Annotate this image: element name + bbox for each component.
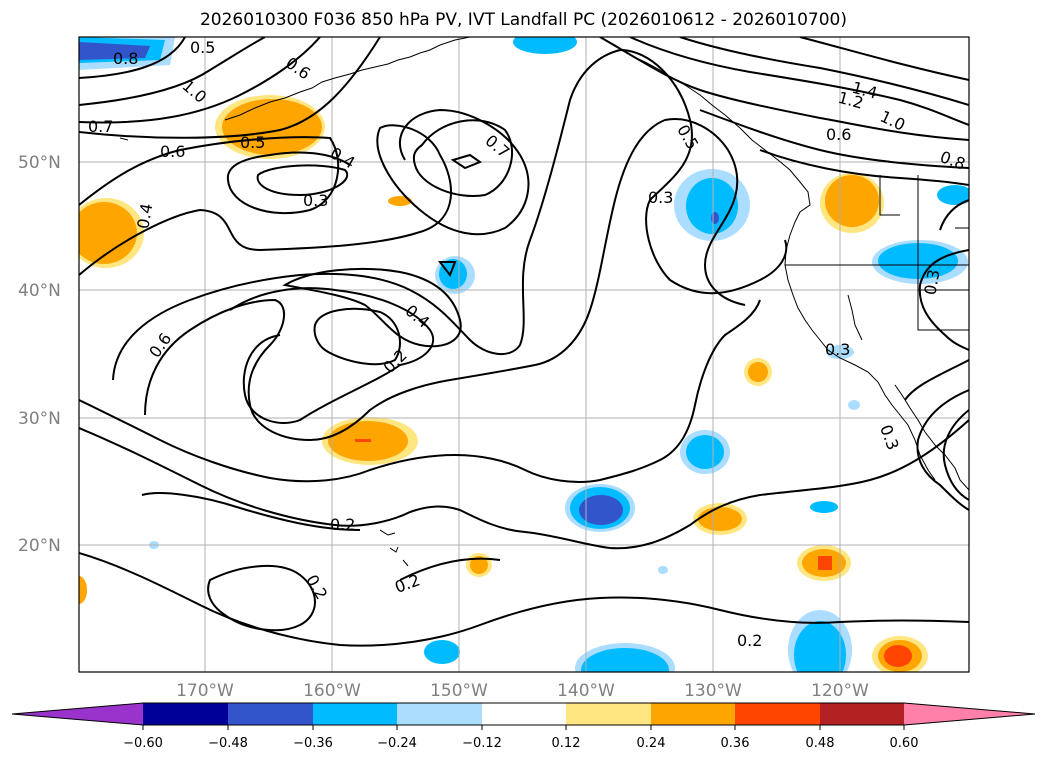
colorbar-tick-label: 0.48 [806, 736, 835, 751]
colorbar-tick-label: −0.48 [208, 736, 248, 751]
lat-label: 20°N [18, 536, 61, 556]
map-title: 2026010300 F036 850 hPa PV, IVT Landfall… [199, 10, 847, 30]
contour-label: 0.5 [673, 121, 702, 153]
contour-label: 0.3 [648, 188, 673, 207]
contour-label: 0.2 [392, 570, 422, 597]
contour-label: 0.6 [282, 53, 314, 83]
colorbar-segment [651, 703, 735, 725]
lat-label: 50°N [18, 153, 61, 173]
contour-label: 0.2 [302, 571, 331, 603]
colorbar-segment [566, 703, 651, 725]
contour-label: 0.4 [133, 202, 156, 230]
contour-label: 0.3 [825, 340, 850, 359]
contour-label: 0.2 [737, 631, 762, 650]
contour-label: 0.3 [303, 191, 328, 210]
colorbar: −0.60 −0.48 −0.36 −0.24 −0.12 0.12 0.24 … [11, 702, 1036, 751]
colorbar-tick-label: −0.12 [462, 736, 502, 751]
latitude-labels: 50°N 40°N 30°N 20°N [18, 153, 61, 556]
map-frame [78, 36, 970, 673]
colorbar-tick-label: 0.60 [890, 736, 919, 751]
contour-label: 0.8 [113, 49, 138, 68]
contour-label: 0.5 [240, 133, 265, 152]
contour-label: 0.2 [379, 346, 410, 377]
contour-label: 0.8 [938, 147, 968, 174]
colorbar-tick-label: −0.60 [123, 736, 163, 751]
contour-label: 0.6 [145, 329, 175, 361]
lat-label: 30°N [18, 409, 61, 429]
colorbar-segment [12, 703, 143, 725]
contour-label: 0.6 [826, 125, 851, 144]
lat-label: 40°N [18, 281, 61, 301]
lon-label: 140°W [557, 681, 615, 701]
lon-label: 130°W [684, 681, 742, 701]
colorbar-tick-label: −0.24 [377, 736, 417, 751]
longitude-labels: 170°W 160°W 150°W 140°W 130°W 120°W [176, 681, 869, 701]
colorbar-segment [397, 703, 482, 725]
colorbar-segment [904, 703, 1035, 725]
colorbar-segment [143, 703, 228, 725]
coastlines [119, 37, 969, 567]
colorbar-tick-label: 0.36 [721, 736, 750, 751]
contour-label: 0.2 [330, 515, 355, 534]
lon-label: 150°W [430, 681, 488, 701]
contour-label: 0.5 [190, 38, 215, 57]
colorbar-tick-label: −0.36 [293, 736, 333, 751]
colorbar-segment [228, 703, 313, 725]
lon-label: 170°W [176, 681, 234, 701]
contour-label: 0.3 [876, 422, 903, 452]
contour-label: 0.3 [920, 268, 943, 296]
contour-label: 1.0 [179, 76, 211, 107]
colorbar-tick-label: 0.24 [637, 736, 666, 751]
lon-label: 120°W [811, 681, 869, 701]
colorbar-segment [735, 703, 820, 725]
contour-label: 0.6 [160, 142, 185, 161]
colorbar-segment [482, 703, 566, 725]
lon-label: 160°W [303, 681, 361, 701]
colorbar-segment [313, 703, 397, 725]
contour-label: 0.7 [88, 117, 113, 136]
colorbar-tick-label: 0.12 [552, 736, 581, 751]
colorbar-segment [820, 703, 904, 725]
contour-label: 1.0 [877, 107, 908, 135]
pv-contours [79, 37, 969, 647]
